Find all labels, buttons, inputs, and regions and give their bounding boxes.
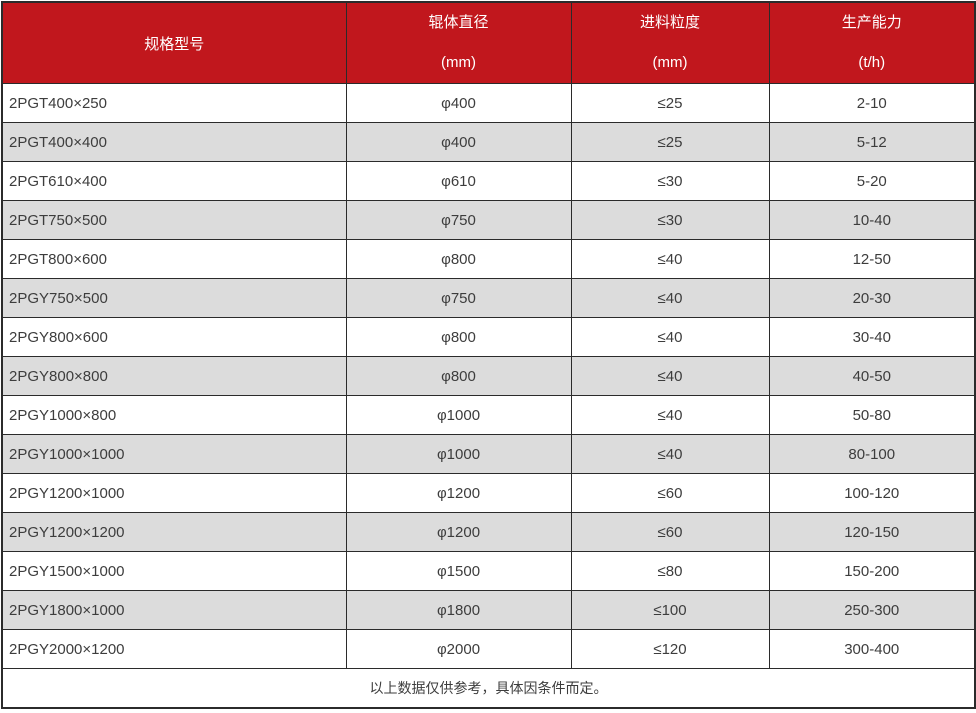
model-cell: 2PGT750×500 xyxy=(1,200,347,240)
column-title: 规格型号 xyxy=(144,35,205,53)
table-footer-row: 以上数据仅供参考，具体因条件而定。 xyxy=(1,668,976,709)
model-cell: 2PGY750×500 xyxy=(1,278,347,318)
feed-size-cell: ≤40 xyxy=(570,278,770,318)
model-cell: 2PGT800×600 xyxy=(1,239,347,279)
feed-size-cell: ≤40 xyxy=(570,395,770,435)
feed-size-cell: ≤40 xyxy=(570,317,770,357)
table-row: 2PGY1200×1200 φ1200 ≤60 120-150 xyxy=(1,512,976,552)
model-cell: 2PGT400×250 xyxy=(1,83,347,123)
table-body: 2PGT400×250 φ400 ≤25 2-10 2PGT400×400 φ4… xyxy=(1,83,976,669)
feed-size-cell: ≤80 xyxy=(570,551,770,591)
column-unit: (mm) xyxy=(652,54,688,71)
table-row: 2PGT400×400 φ400 ≤25 5-12 xyxy=(1,122,976,162)
footnote: 以上数据仅供参考，具体因条件而定。 xyxy=(1,668,976,709)
model-cell: 2PGY1200×1200 xyxy=(1,512,347,552)
column-header-feed-size: 进料粒度 (mm) xyxy=(570,1,770,84)
table-row: 2PGY800×600 φ800 ≤40 30-40 xyxy=(1,317,976,357)
roller-diameter-cell: φ1500 xyxy=(345,551,572,591)
feed-size-cell: ≤40 xyxy=(570,434,770,474)
capacity-cell: 40-50 xyxy=(768,356,976,396)
model-cell: 2PGT400×400 xyxy=(1,122,347,162)
model-cell: 2PGY1000×1000 xyxy=(1,434,347,474)
column-header-roller-diameter: 辊体直径 (mm) xyxy=(345,1,572,84)
capacity-cell: 80-100 xyxy=(768,434,976,474)
roller-diameter-cell: φ1200 xyxy=(345,473,572,513)
capacity-cell: 20-30 xyxy=(768,278,976,318)
feed-size-cell: ≤60 xyxy=(570,473,770,513)
column-header-model: 规格型号 xyxy=(1,1,347,84)
model-cell: 2PGY1500×1000 xyxy=(1,551,347,591)
capacity-cell: 12-50 xyxy=(768,239,976,279)
roller-diameter-cell: φ610 xyxy=(345,161,572,201)
table-row: 2PGY800×800 φ800 ≤40 40-50 xyxy=(1,356,976,396)
model-cell: 2PGY1800×1000 xyxy=(1,590,347,630)
capacity-cell: 100-120 xyxy=(768,473,976,513)
feed-size-cell: ≤30 xyxy=(570,161,770,201)
column-header-capacity: 生产能力 (t/h) xyxy=(768,1,976,84)
table-row: 2PGY750×500 φ750 ≤40 20-30 xyxy=(1,278,976,318)
table-row: 2PGY1000×1000 φ1000 ≤40 80-100 xyxy=(1,434,976,474)
feed-size-cell: ≤40 xyxy=(570,356,770,396)
feed-size-cell: ≤100 xyxy=(570,590,770,630)
model-cell: 2PGY1000×800 xyxy=(1,395,347,435)
feed-size-cell: ≤30 xyxy=(570,200,770,240)
table-header-row: 规格型号 辊体直径 (mm) 进料粒度 (mm) 生产能力 xyxy=(1,1,976,84)
capacity-cell: 300-400 xyxy=(768,629,976,669)
capacity-cell: 250-300 xyxy=(768,590,976,630)
table-row: 2PGY1000×800 φ1000 ≤40 50-80 xyxy=(1,395,976,435)
table-row: 2PGT610×400 φ610 ≤30 5-20 xyxy=(1,161,976,201)
model-cell: 2PGY800×600 xyxy=(1,317,347,357)
capacity-cell: 30-40 xyxy=(768,317,976,357)
roller-diameter-cell: φ2000 xyxy=(345,629,572,669)
column-title: 生产能力 xyxy=(841,14,902,31)
roller-diameter-cell: φ400 xyxy=(345,83,572,123)
roller-diameter-cell: φ1000 xyxy=(345,434,572,474)
table-row: 2PGT800×600 φ800 ≤40 12-50 xyxy=(1,239,976,279)
model-cell: 2PGY800×800 xyxy=(1,356,347,396)
roller-diameter-cell: φ750 xyxy=(345,200,572,240)
column-unit: (mm) xyxy=(441,54,476,71)
capacity-cell: 50-80 xyxy=(768,395,976,435)
roller-diameter-cell: φ800 xyxy=(345,317,572,357)
table-row: 2PGT400×250 φ400 ≤25 2-10 xyxy=(1,83,976,123)
roller-diameter-cell: φ1800 xyxy=(345,590,572,630)
capacity-cell: 150-200 xyxy=(768,551,976,591)
roller-diameter-cell: φ750 xyxy=(345,278,572,318)
capacity-cell: 5-20 xyxy=(768,161,976,201)
feed-size-cell: ≤60 xyxy=(570,512,770,552)
feed-size-cell: ≤25 xyxy=(570,83,770,123)
feed-size-cell: ≤25 xyxy=(570,122,770,162)
table-row: 2PGY1800×1000 φ1800 ≤100 250-300 xyxy=(1,590,976,630)
feed-size-cell: ≤40 xyxy=(570,239,770,279)
roller-diameter-cell: φ800 xyxy=(345,356,572,396)
table-row: 2PGY2000×1200 φ2000 ≤120 300-400 xyxy=(1,629,976,669)
column-title: 进料粒度 xyxy=(639,14,700,31)
table-row: 2PGY1200×1000 φ1200 ≤60 100-120 xyxy=(1,473,976,513)
table-row: 2PGY1500×1000 φ1500 ≤80 150-200 xyxy=(1,551,976,591)
roller-diameter-cell: φ400 xyxy=(345,122,572,162)
feed-size-cell: ≤120 xyxy=(570,629,770,669)
model-cell: 2PGY1200×1000 xyxy=(1,473,347,513)
column-title: 辊体直径 xyxy=(428,14,489,31)
table-row: 2PGT750×500 φ750 ≤30 10-40 xyxy=(1,200,976,240)
capacity-cell: 120-150 xyxy=(768,512,976,552)
capacity-cell: 5-12 xyxy=(768,122,976,162)
roller-diameter-cell: φ800 xyxy=(345,239,572,279)
roller-diameter-cell: φ1000 xyxy=(345,395,572,435)
capacity-cell: 2-10 xyxy=(768,83,976,123)
column-unit: (t/h) xyxy=(858,54,886,71)
roller-diameter-cell: φ1200 xyxy=(345,512,572,552)
model-cell: 2PGY2000×1200 xyxy=(1,629,347,669)
model-cell: 2PGT610×400 xyxy=(1,161,347,201)
capacity-cell: 10-40 xyxy=(768,200,976,240)
